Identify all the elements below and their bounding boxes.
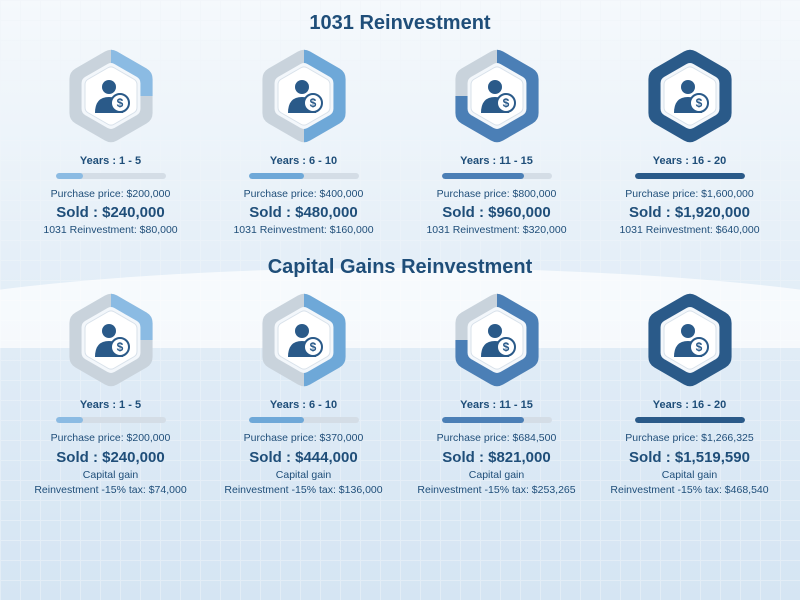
progress-bar [635, 417, 745, 423]
sold-line: Sold : $240,000 [17, 202, 205, 223]
progress-bar [249, 173, 359, 179]
period-card: $ Years : 1 - 5 Purchase price: $200,000… [17, 285, 205, 498]
years-label: Years : 16 - 20 [596, 155, 784, 167]
hex-gauge: $ [56, 41, 166, 151]
extra-line: 1031 Reinvestment: $320,000 [403, 223, 591, 238]
period-card: $ Years : 6 - 10 Purchase price: $370,00… [210, 285, 398, 498]
purchase-line: Purchase price: $400,000 [210, 187, 398, 202]
hex-gauge: $ [442, 41, 552, 151]
svg-text:$: $ [695, 96, 702, 110]
progress-bar [249, 417, 359, 423]
progress-bar-fill [635, 417, 745, 423]
card-row: $ Years : 1 - 5 Purchase price: $200,000… [0, 285, 800, 498]
hex-gauge: $ [56, 285, 166, 395]
section-title: Capital Gains Reinvestment [0, 238, 800, 285]
progress-bar-fill [56, 417, 84, 423]
sold-line: Sold : $1,920,000 [596, 202, 784, 223]
purchase-line: Purchase price: $200,000 [17, 187, 205, 202]
section-title: 1031 Reinvestment [0, 0, 800, 41]
svg-text:$: $ [309, 340, 316, 354]
purchase-line: Purchase price: $684,500 [403, 431, 591, 446]
extra-line: Reinvestment -15% tax: $74,000 [17, 483, 205, 498]
svg-text:$: $ [116, 96, 123, 110]
period-card: $ Years : 6 - 10 Purchase price: $400,00… [210, 41, 398, 238]
progress-bar-fill [249, 417, 304, 423]
period-card: $ Years : 16 - 20 Purchase price: $1,600… [596, 41, 784, 238]
extra-line: Reinvestment -15% tax: $253,265 [403, 483, 591, 498]
hex-gauge: $ [249, 285, 359, 395]
person-dollar-icon: $ [76, 61, 146, 131]
svg-text:$: $ [695, 340, 702, 354]
person-dollar-icon: $ [269, 61, 339, 131]
purchase-line: Purchase price: $370,000 [210, 431, 398, 446]
period-card: $ Years : 11 - 15 Purchase price: $684,5… [403, 285, 591, 498]
person-dollar-icon: $ [462, 305, 532, 375]
years-label: Years : 11 - 15 [403, 399, 591, 411]
progress-bar [56, 173, 166, 179]
purchase-line: Purchase price: $1,266,325 [596, 431, 784, 446]
person-dollar-icon: $ [655, 61, 725, 131]
svg-text:$: $ [502, 340, 509, 354]
capital-gain-label: Capital gain [403, 468, 591, 483]
sold-line: Sold : $1,519,590 [596, 447, 784, 468]
period-card: $ Years : 11 - 15 Purchase price: $800,0… [403, 41, 591, 238]
years-label: Years : 1 - 5 [17, 155, 205, 167]
progress-bar-fill [442, 173, 525, 179]
progress-bar [56, 417, 166, 423]
capital-gain-label: Capital gain [17, 468, 205, 483]
progress-bar [442, 173, 552, 179]
purchase-line: Purchase price: $800,000 [403, 187, 591, 202]
progress-bar [442, 417, 552, 423]
period-card: $ Years : 1 - 5 Purchase price: $200,000… [17, 41, 205, 238]
hex-gauge: $ [635, 41, 745, 151]
period-card: $ Years : 16 - 20 Purchase price: $1,266… [596, 285, 784, 498]
svg-text:$: $ [309, 96, 316, 110]
progress-bar [635, 173, 745, 179]
sold-line: Sold : $821,000 [403, 447, 591, 468]
years-label: Years : 6 - 10 [210, 155, 398, 167]
years-label: Years : 16 - 20 [596, 399, 784, 411]
hex-gauge: $ [249, 41, 359, 151]
sold-line: Sold : $960,000 [403, 202, 591, 223]
card-row: $ Years : 1 - 5 Purchase price: $200,000… [0, 41, 800, 238]
person-dollar-icon: $ [76, 305, 146, 375]
extra-line: 1031 Reinvestment: $160,000 [210, 223, 398, 238]
capital-gain-label: Capital gain [210, 468, 398, 483]
extra-line: Reinvestment -15% tax: $468,540 [596, 483, 784, 498]
years-label: Years : 1 - 5 [17, 399, 205, 411]
extra-line: 1031 Reinvestment: $80,000 [17, 223, 205, 238]
purchase-line: Purchase price: $1,600,000 [596, 187, 784, 202]
svg-text:$: $ [502, 96, 509, 110]
years-label: Years : 11 - 15 [403, 155, 591, 167]
hex-gauge: $ [635, 285, 745, 395]
extra-line: Reinvestment -15% tax: $136,000 [210, 483, 398, 498]
sold-line: Sold : $240,000 [17, 447, 205, 468]
hex-gauge: $ [442, 285, 552, 395]
extra-line: 1031 Reinvestment: $640,000 [596, 223, 784, 238]
person-dollar-icon: $ [655, 305, 725, 375]
svg-text:$: $ [116, 340, 123, 354]
person-dollar-icon: $ [462, 61, 532, 131]
purchase-line: Purchase price: $200,000 [17, 431, 205, 446]
progress-bar-fill [635, 173, 745, 179]
progress-bar-fill [56, 173, 84, 179]
progress-bar-fill [442, 417, 525, 423]
progress-bar-fill [249, 173, 304, 179]
sold-line: Sold : $444,000 [210, 447, 398, 468]
sold-line: Sold : $480,000 [210, 202, 398, 223]
capital-gain-label: Capital gain [596, 468, 784, 483]
person-dollar-icon: $ [269, 305, 339, 375]
years-label: Years : 6 - 10 [210, 399, 398, 411]
